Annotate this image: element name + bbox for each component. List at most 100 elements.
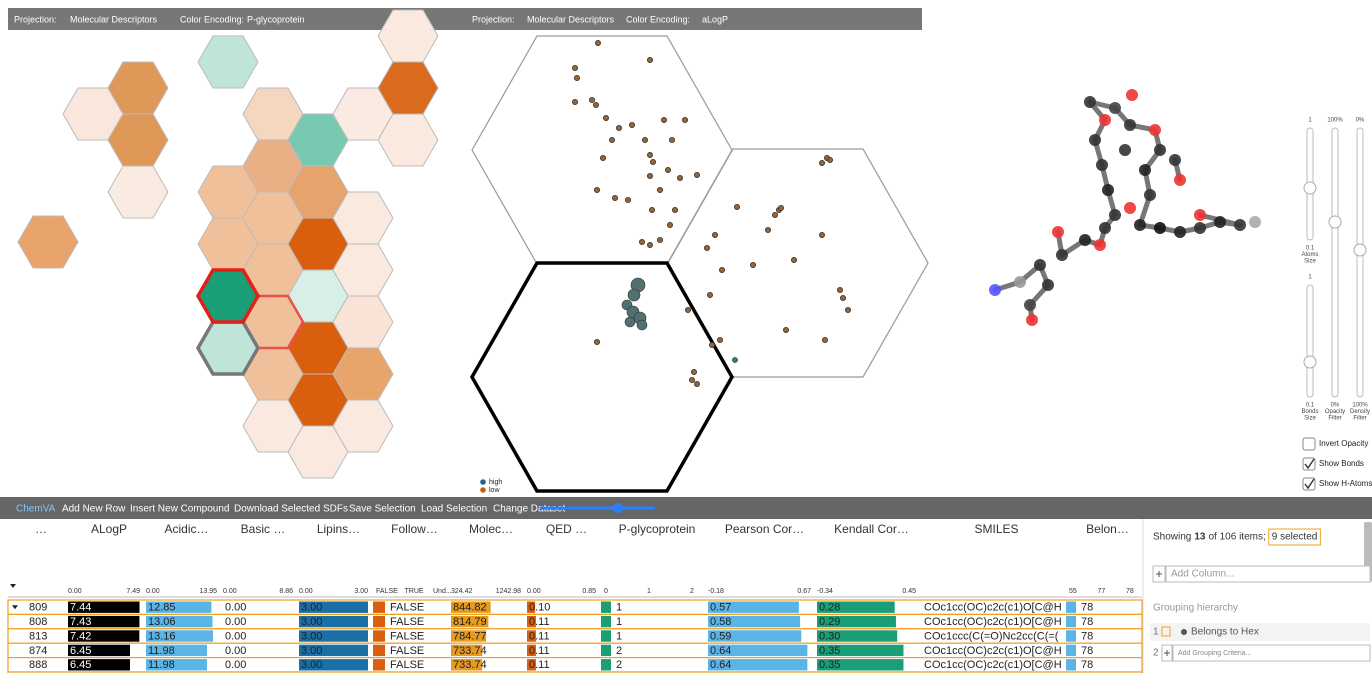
scatter-point[interactable]: [672, 207, 677, 212]
scatter-point[interactable]: [689, 377, 694, 382]
toolbar-button[interactable]: Insert New Compound: [130, 504, 230, 515]
scatter-point[interactable]: [628, 289, 640, 301]
column-header[interactable]: Follow…: [391, 522, 438, 536]
column-header[interactable]: Basic …: [241, 522, 286, 536]
scatter-point[interactable]: [685, 307, 690, 312]
scatter-point[interactable]: [732, 357, 737, 362]
scatter-point[interactable]: [625, 317, 635, 327]
scatter-point[interactable]: [719, 267, 724, 272]
scatter-point[interactable]: [609, 137, 614, 142]
column-header[interactable]: P-glycoprotein: [619, 522, 696, 536]
scatter-point[interactable]: [717, 337, 722, 342]
scatter-point[interactable]: [669, 137, 674, 142]
slider-track[interactable]: [1332, 128, 1338, 397]
scatter-point[interactable]: [647, 152, 652, 157]
scatter-point[interactable]: [612, 195, 617, 200]
toolbar-button[interactable]: Load Selection: [421, 504, 487, 515]
scatter-point[interactable]: [783, 327, 788, 332]
scatter-point[interactable]: [647, 57, 652, 62]
column-header[interactable]: ALogP: [91, 522, 127, 536]
slider-track[interactable]: [1307, 285, 1313, 397]
scatter-point[interactable]: [691, 369, 696, 374]
column-header[interactable]: SMILES: [974, 522, 1018, 536]
scatter-point[interactable]: [665, 167, 670, 172]
scatter-point[interactable]: [657, 187, 662, 192]
scatter-point[interactable]: [840, 295, 845, 300]
slider-knob[interactable]: [1304, 182, 1316, 194]
projection-hex[interactable]: [668, 149, 928, 377]
scatter-point[interactable]: [822, 337, 827, 342]
scatter-point[interactable]: [637, 320, 647, 330]
scatter-point[interactable]: [765, 227, 770, 232]
scatter-point[interactable]: [791, 257, 796, 262]
scatter-point[interactable]: [845, 307, 850, 312]
scatter-point[interactable]: [778, 205, 783, 210]
scatter-point[interactable]: [837, 287, 842, 292]
scatter-point[interactable]: [647, 173, 652, 178]
scatter-point[interactable]: [642, 137, 647, 142]
scatter-point[interactable]: [649, 207, 654, 212]
scatter-point[interactable]: [639, 239, 644, 244]
scatter-point[interactable]: [629, 122, 634, 127]
scatter-point[interactable]: [572, 65, 577, 70]
column-header[interactable]: Lipins…: [317, 522, 360, 536]
scatter-point[interactable]: [572, 99, 577, 104]
checkbox[interactable]: [1303, 438, 1315, 450]
scatter-point[interactable]: [594, 339, 599, 344]
scatter-point[interactable]: [712, 232, 717, 237]
scatter-point[interactable]: [750, 262, 755, 267]
scatter-point[interactable]: [772, 212, 777, 217]
scatter-point[interactable]: [682, 117, 687, 122]
scatter-point[interactable]: [589, 97, 594, 102]
slider-knob[interactable]: [1329, 216, 1341, 228]
hex-cell[interactable]: [198, 36, 258, 88]
scatter-point[interactable]: [616, 125, 621, 130]
slider-track[interactable]: [1357, 128, 1363, 397]
scatter-point[interactable]: [819, 232, 824, 237]
column-header[interactable]: Belon…: [1086, 522, 1129, 536]
scatter-point[interactable]: [657, 237, 662, 242]
hex-cell[interactable]: [18, 216, 78, 268]
scatter-point[interactable]: [819, 160, 824, 165]
hex-cell[interactable]: [108, 166, 168, 218]
hex-cell[interactable]: [198, 270, 258, 322]
toolbar-button[interactable]: Save Selection: [349, 504, 416, 515]
scatter-point[interactable]: [595, 40, 600, 45]
column-header[interactable]: …: [35, 522, 47, 536]
scatter-point[interactable]: [677, 175, 682, 180]
selected-count[interactable]: 9 selected: [1272, 532, 1318, 543]
scatter-point[interactable]: [667, 222, 672, 227]
scatter-point[interactable]: [625, 197, 630, 202]
toolbar-button[interactable]: Download Selected SDFs: [234, 504, 348, 515]
scatter-point[interactable]: [707, 292, 712, 297]
toolbar-button[interactable]: ChemVA: [16, 504, 56, 515]
slider-min: Filter: [1328, 416, 1341, 422]
projection-hex[interactable]: [472, 36, 732, 264]
scatter-point[interactable]: [661, 117, 666, 122]
column-header[interactable]: Molec…: [469, 522, 513, 536]
scatter-point[interactable]: [827, 157, 832, 162]
scatter-point[interactable]: [694, 381, 699, 386]
scatter-point[interactable]: [574, 75, 579, 80]
slider-knob[interactable]: [1304, 356, 1316, 368]
scatter-point[interactable]: [650, 159, 655, 164]
projection-hex[interactable]: [472, 263, 732, 491]
hex-cell[interactable]: [198, 322, 258, 374]
scatter-point[interactable]: [593, 102, 598, 107]
column-header[interactable]: Acidic…: [164, 522, 208, 536]
scatter-point[interactable]: [600, 155, 605, 160]
scatter-point[interactable]: [603, 115, 608, 120]
scatter-point[interactable]: [594, 187, 599, 192]
dataset-slider-knob[interactable]: [613, 503, 623, 513]
scatter-point[interactable]: [647, 242, 652, 247]
scatter-point[interactable]: [704, 245, 709, 250]
toolbar-button[interactable]: Add New Row: [62, 504, 126, 515]
column-header[interactable]: Pearson Cor…: [725, 522, 804, 536]
column-header[interactable]: Kendall Cor…: [834, 522, 909, 536]
column-header[interactable]: QED …: [546, 522, 587, 536]
scatter-point[interactable]: [709, 342, 714, 347]
slider-knob[interactable]: [1354, 244, 1366, 256]
scatter-point[interactable]: [734, 204, 739, 209]
sort-menu[interactable]: [10, 584, 16, 588]
scatter-point[interactable]: [694, 172, 699, 177]
